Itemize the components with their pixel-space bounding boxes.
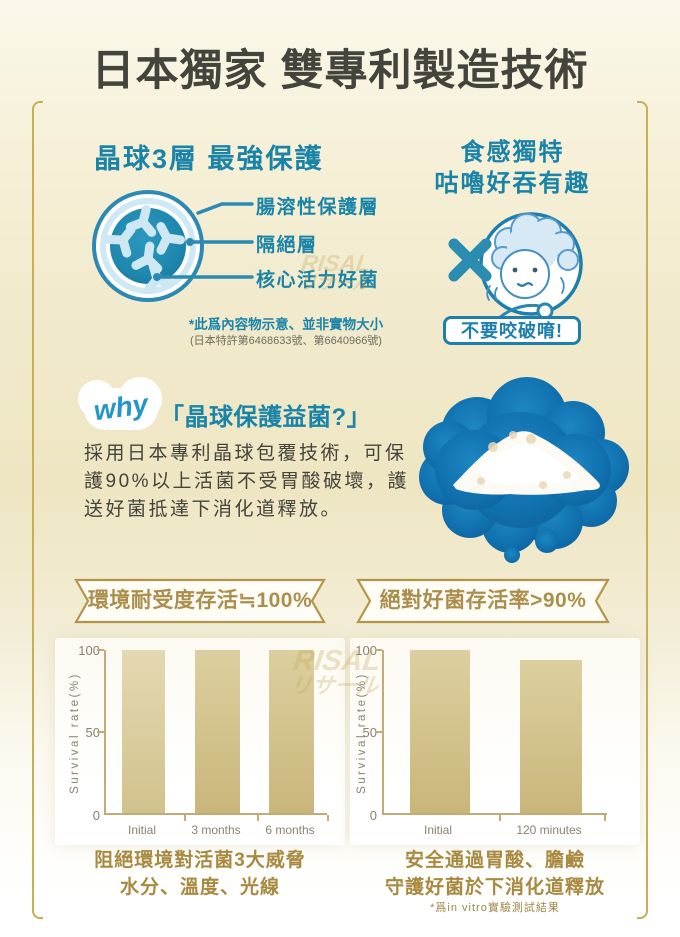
layer-label-enteric-coating: 腸溶性保護層 [256, 197, 380, 218]
chart2-caption: 安全通過胃酸、膽鹼 守護好菌於下消化道釋放 [384, 850, 605, 898]
texture-heading-line2: 咕嚕好吞有趣 [434, 170, 591, 197]
no-bite-warning-badge: 不要咬破唷! [443, 316, 581, 345]
why-title: 「晶球保護益菌?」 [160, 404, 372, 431]
bar-3-months [195, 650, 240, 813]
why-body-paragraph: 採用日本專利晶球包覆技術，可保 護90%以上活菌不受胃酸破壞，護 送好菌抵達下消… [84, 443, 410, 520]
plot-area [375, 649, 607, 821]
x-tick-label: 3 months [191, 823, 241, 837]
chart-environment-tolerance: Survival rate(%) 100 50 0 Initial 3 mont… [55, 638, 345, 845]
chart1-caption: 阻絕環境對活菌3大威脅 水分、溫度、光線 [94, 850, 306, 898]
bar-initial [122, 650, 165, 813]
why-label: why [91, 388, 151, 427]
content-disclaimer-note: *此爲內容物示意、並非實物大小 [188, 317, 384, 332]
why-cloud-badge: why [78, 377, 162, 430]
ribbon-shape [356, 578, 610, 624]
x-tick-label: Initial [423, 823, 452, 837]
banner-environment-survival: 環境耐受度存活≒100% [70, 578, 330, 624]
powder-thought-bubble-image [419, 377, 629, 563]
plot-area [97, 649, 329, 821]
layer-label-core-bacteria: 核心活力好菌 [256, 270, 380, 291]
texture-heading-line1: 食感獨特 [460, 139, 565, 166]
x-tick-label: 120 minutes [516, 823, 582, 837]
bubble-tail-small [504, 547, 520, 563]
page-title: 日本獨家 雙專利製造技術 [91, 47, 589, 95]
crystal-sphere-diagram-icon [92, 190, 254, 302]
layer-label-isolation: 隔絕層 [256, 235, 318, 256]
bar-6-months [269, 650, 314, 813]
chart-gastric-survival: Survival rate(%) 100 50 0 Initial 120 mi… [350, 638, 640, 845]
x-tick-label: 6 months [265, 823, 315, 837]
frame-bracket-left [32, 101, 43, 919]
banner-gastric-survival: 絕對好菌存活率>90% [352, 578, 614, 624]
bar-120-minutes [520, 659, 582, 813]
powder-pile-image [453, 431, 600, 495]
no-bite-face-icon [448, 212, 583, 326]
frame-bracket-right [637, 101, 648, 919]
x-tick-label: Initial [127, 823, 156, 837]
bubble-tail-large [535, 529, 559, 553]
crystal-section-heading: 晶球3層 最強保護 [94, 144, 324, 174]
ribbon-shape [74, 578, 326, 624]
x-mark-icon [448, 238, 492, 282]
bar-initial [410, 650, 470, 813]
in-vitro-footnote: *爲in vitro實驗測試結果 [430, 902, 560, 914]
patent-numbers-note: (日本特許第6468633號、第6640966號) [190, 335, 382, 347]
